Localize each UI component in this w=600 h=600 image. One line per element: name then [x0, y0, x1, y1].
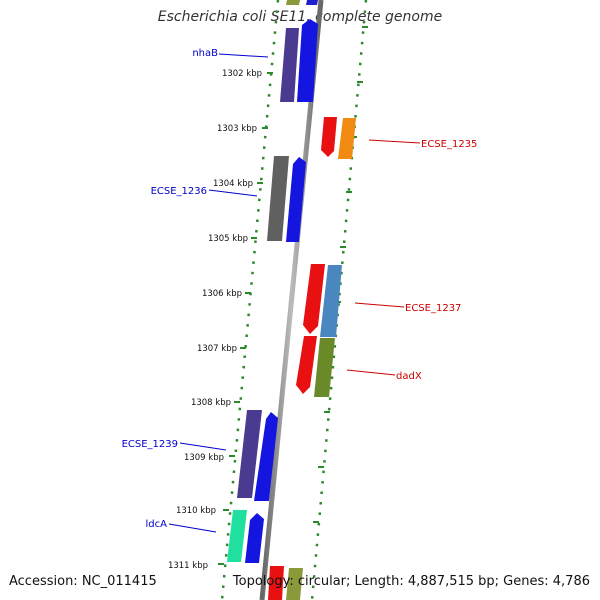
tick-label-1304: 1304 kbp: [213, 179, 253, 189]
left-tick-marks: [218, 72, 273, 565]
feature-nhaB-cog: [280, 28, 299, 102]
tick-label-1303: 1303 kbp: [217, 124, 257, 134]
feature-ECSE_1237: [303, 264, 325, 334]
feature-dadX-cog: [314, 338, 335, 397]
gene-label-ECSE_1237: ECSE_1237: [405, 303, 461, 314]
tick-label-1307: 1307 kbp: [197, 344, 237, 354]
feature-bottom-red: [268, 566, 284, 600]
feature-nhaB: [297, 19, 318, 102]
feature-ECSE_1239-cog: [237, 410, 262, 498]
tick-label-1306: 1306 kbp: [202, 289, 242, 299]
tick-label-1309: 1309 kbp: [184, 453, 224, 463]
accession-text: Accession: NC_011415: [9, 574, 157, 589]
feature-ECSE_1236-cog: [267, 156, 289, 241]
gene-label-ldcA: ldcA: [146, 519, 168, 530]
feature-ldcA-cog: [227, 510, 247, 562]
feature-ldcA: [245, 513, 264, 563]
tick-label-1310: 1310 kbp: [176, 506, 216, 516]
feature-ECSE_1235-cog: [338, 118, 356, 159]
feature-ECSE_1237-cog: [320, 265, 342, 337]
tick-label-1308: 1308 kbp: [191, 398, 231, 408]
feature-ECSE_1236: [286, 157, 306, 242]
genome-summary-text: Topology: circular; Length: 4,887,515 bp…: [232, 574, 590, 589]
feature-ECSE_1239: [254, 412, 278, 501]
gene-label-ECSE_1239: ECSE_1239: [122, 439, 178, 450]
map-title: Escherichia coli SE11, complete genome: [157, 9, 443, 25]
tick-label-1302: 1302 kbp: [222, 69, 262, 79]
feature-dadX: [296, 336, 317, 394]
gene-label-dadX: dadX: [396, 371, 422, 382]
feature-ECSE_1235: [321, 117, 337, 157]
gene-label-ECSE_1235: ECSE_1235: [421, 139, 477, 150]
feature-top-olive: [286, 0, 300, 5]
tick-label-1305: 1305 kbp: [208, 234, 248, 244]
gene-label-nhaB: nhaB: [192, 48, 218, 59]
tick-label-1311: 1311 kbp: [168, 561, 208, 571]
feature-bottom-olive: [286, 568, 303, 600]
leader-lines: [168, 53, 421, 533]
feature-top-blue: [306, 0, 318, 5]
gene-label-ECSE_1236: ECSE_1236: [151, 186, 207, 197]
